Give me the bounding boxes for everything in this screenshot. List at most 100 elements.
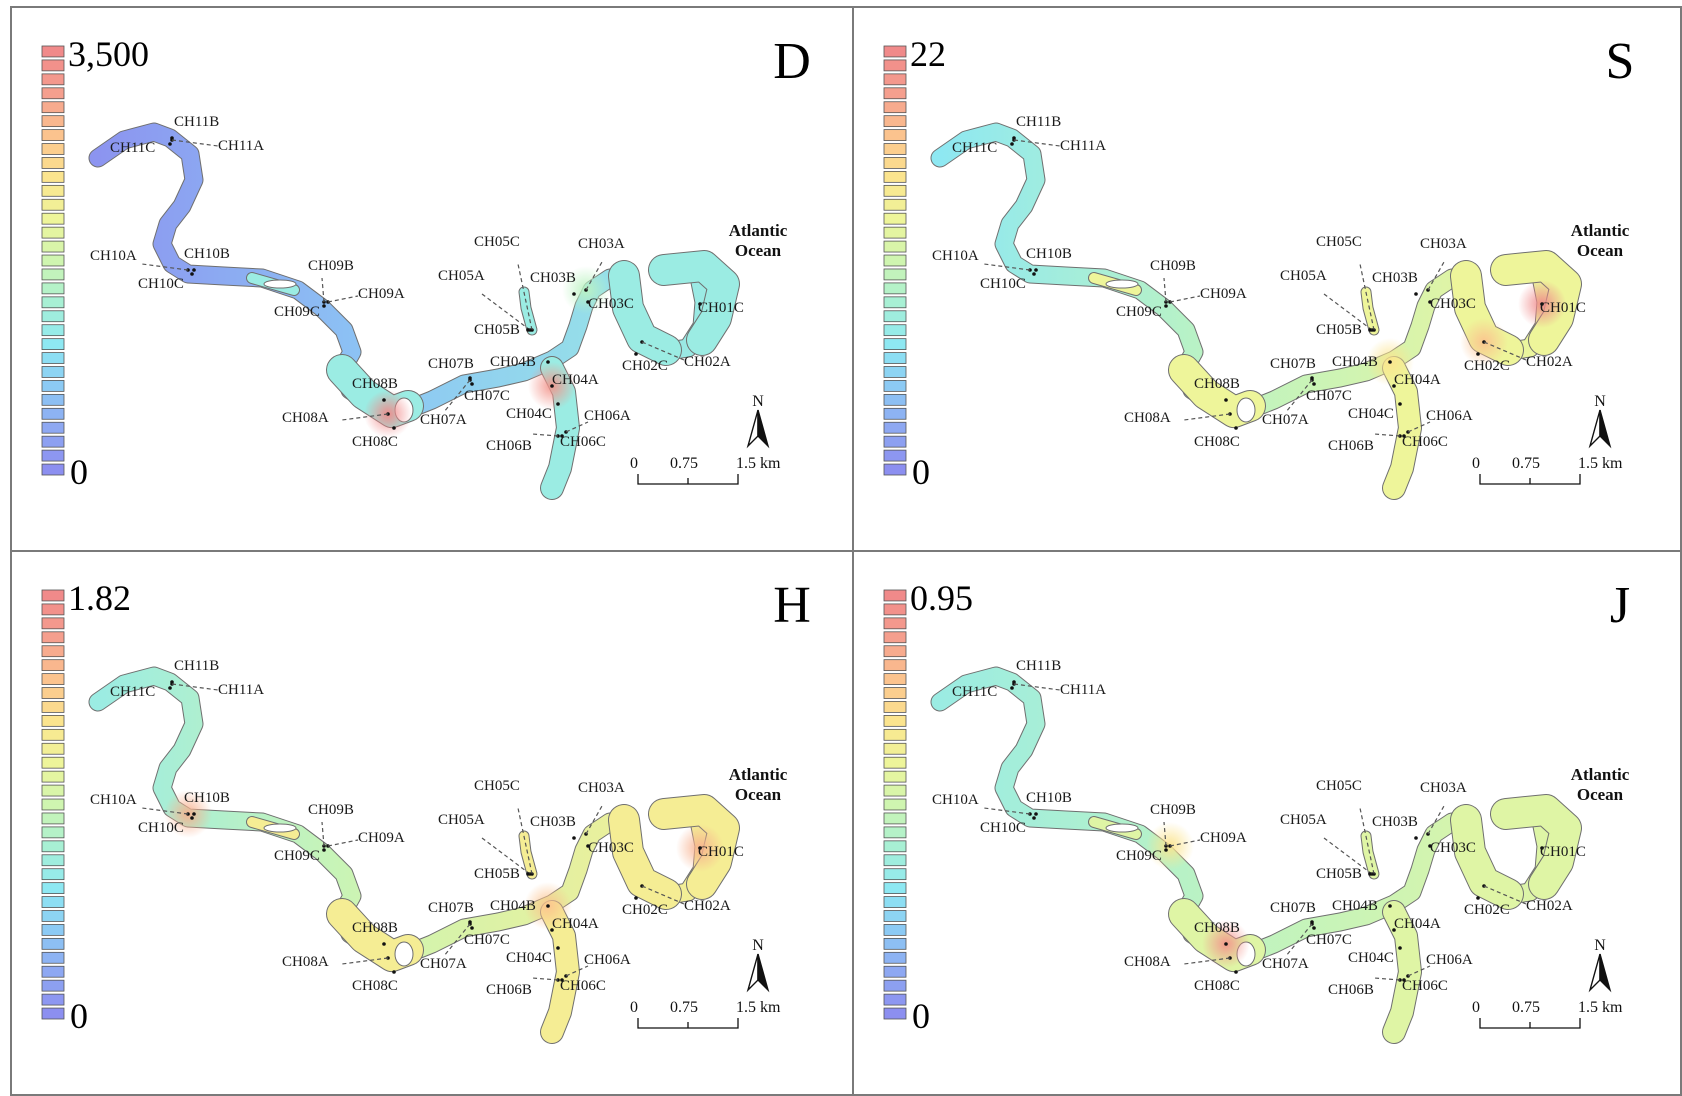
station-label-ch09b: CH09B — [308, 802, 354, 818]
legend-swatch — [883, 631, 907, 644]
legend: 1.82 0 — [41, 578, 131, 1036]
station-label-ch11a: CH11A — [218, 138, 264, 154]
legend-swatch — [883, 910, 907, 922]
estuary-arm — [1491, 251, 1581, 355]
station-label-ch02c: CH02C — [1464, 358, 1510, 374]
station-dot — [526, 872, 530, 876]
station-label-ch08a: CH08A — [282, 410, 329, 426]
estuary-arm — [649, 251, 739, 355]
estuary-map — [930, 122, 1582, 500]
legend-swatch — [41, 226, 65, 239]
legend-swatch — [41, 407, 65, 420]
station-dot — [1312, 382, 1316, 386]
legend-swatch — [883, 868, 907, 881]
north-arrow: N — [746, 393, 770, 449]
legend-swatch — [41, 157, 65, 169]
station-label-ch06b: CH06B — [486, 438, 532, 454]
panel-letter: H — [773, 577, 811, 634]
scale-bar: 0 0.75 1.5 km — [1472, 455, 1623, 485]
scale-label: 0 — [630, 999, 638, 1016]
station-label-ch05c: CH05C — [1316, 234, 1362, 250]
station-arrow — [1323, 837, 1373, 875]
ocean-label: Atlantic — [1571, 765, 1630, 784]
station-label-ch02c: CH02C — [622, 358, 668, 374]
legend: 22 0 — [883, 34, 946, 492]
estuary-arm — [609, 261, 681, 365]
station-label-ch07a: CH07A — [420, 412, 467, 428]
north-label: N — [752, 393, 764, 410]
station-dot — [526, 328, 530, 332]
north-arrow: N — [746, 937, 770, 993]
station-dot — [1234, 970, 1238, 974]
legend-swatch — [883, 882, 907, 894]
station-dot — [560, 978, 564, 982]
estuary-arm — [541, 901, 579, 1043]
legend-swatch — [883, 728, 907, 741]
estuary-arm — [649, 795, 739, 899]
station-dot — [560, 434, 564, 438]
station-label-ch02a: CH02A — [1526, 354, 1573, 370]
panel-letter: J — [1610, 577, 1630, 634]
station-dot — [392, 426, 396, 430]
station-label-ch07b: CH07B — [428, 356, 474, 372]
estuary-map — [88, 122, 740, 500]
station-label-ch09c: CH09C — [1116, 304, 1162, 320]
station-label-ch05b: CH05B — [474, 866, 520, 882]
station-dot — [1224, 398, 1228, 402]
station-dot — [1402, 978, 1406, 982]
legend-swatch — [883, 282, 907, 295]
station-label-ch10c: CH10C — [980, 276, 1026, 292]
station-label-ch09a: CH09A — [1200, 286, 1247, 302]
station-dot — [550, 928, 554, 932]
station-dot — [1010, 686, 1014, 690]
legend-min-label: 0 — [912, 452, 930, 492]
station-arrow — [641, 885, 685, 905]
station-label-ch04a: CH04A — [1394, 372, 1441, 388]
legend-swatch — [41, 268, 65, 281]
station-dot — [1028, 812, 1032, 816]
station-label-ch08a: CH08A — [282, 954, 329, 970]
station-label-ch02c: CH02C — [622, 902, 668, 918]
legend-swatch — [41, 742, 65, 755]
legend-swatch — [41, 449, 65, 462]
island — [1105, 823, 1139, 833]
legend-swatch — [883, 115, 907, 128]
legend-swatch — [883, 826, 907, 839]
station-dot — [1392, 928, 1396, 932]
legend-swatch — [41, 673, 65, 685]
station-label-ch10a: CH10A — [932, 792, 979, 808]
station-arrow — [327, 295, 359, 303]
station-label-ch09c: CH09C — [1116, 848, 1162, 864]
legend-swatch — [883, 59, 907, 72]
station-dot — [1034, 268, 1038, 272]
station-label-ch05c: CH05C — [474, 778, 520, 794]
legend-min-label: 0 — [912, 996, 930, 1036]
station-dot — [1312, 926, 1316, 930]
scale-bar: 0 0.75 1.5 km — [1472, 999, 1623, 1029]
station-dot — [1010, 142, 1014, 146]
legend-swatch — [883, 589, 907, 602]
island — [394, 941, 414, 967]
station-label-ch08b: CH08B — [352, 376, 398, 392]
station-arrow — [1373, 977, 1401, 981]
ocean-label-2: Ocean — [1577, 785, 1624, 804]
ocean-label: Atlantic — [729, 221, 788, 240]
legend-swatch — [41, 770, 65, 783]
station-label-ch11b: CH11B — [1016, 114, 1061, 130]
station-arrow — [141, 807, 189, 815]
scale-label: 1.5 km — [1578, 455, 1623, 472]
legend-swatch — [41, 59, 65, 72]
legend-swatch — [883, 742, 907, 755]
station-dot — [586, 300, 590, 304]
station-dot — [1032, 272, 1036, 276]
legend-swatch — [41, 687, 65, 699]
station-dot — [1234, 426, 1238, 430]
station-label-ch10c: CH10C — [980, 820, 1026, 836]
station-dot — [1398, 402, 1402, 406]
station-label-ch09c: CH09C — [274, 304, 320, 320]
legend-swatch — [41, 631, 65, 644]
station-arrow — [517, 263, 533, 331]
